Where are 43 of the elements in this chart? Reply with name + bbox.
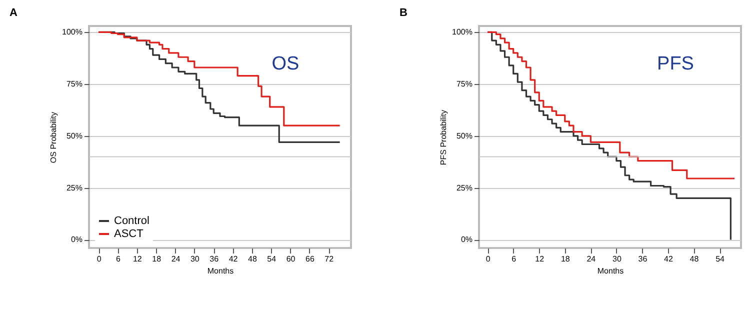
y-axis-title: OS Probability (49, 112, 58, 164)
y-tick-label: 75% (456, 80, 472, 89)
y-tick-label: 50% (66, 131, 82, 140)
y-tick-label: 25% (456, 183, 472, 192)
y-tick-label: 25% (66, 183, 82, 192)
x-tick-label: 6 (512, 254, 517, 264)
x-tick-label: 42 (664, 254, 674, 264)
annotation: OS (272, 54, 300, 75)
chart-title: B (400, 7, 408, 19)
x-tick-label: 24 (171, 254, 181, 264)
y-axis-title: PFS Probability (439, 110, 448, 166)
x-tick-label: 48 (690, 254, 700, 264)
annotation: PFS (657, 54, 694, 75)
x-tick-label: 72 (324, 254, 334, 264)
x-tick-label: 48 (248, 254, 258, 264)
x-tick-label: 24 (586, 254, 596, 264)
x-tick-label: 18 (152, 254, 162, 264)
x-tick-label: 12 (535, 254, 545, 264)
x-axis-title: Months (597, 266, 624, 276)
x-tick-label: 54 (267, 254, 277, 264)
x-tick-label: 12 (132, 254, 142, 264)
y-tick-label: 100% (452, 28, 472, 37)
x-axis-title: Months (207, 266, 234, 276)
x-tick-label: 36 (638, 254, 648, 264)
y-tick-label: 50% (456, 131, 472, 140)
x-tick-label: 0 (96, 254, 102, 264)
x-tick-label: 30 (612, 254, 622, 264)
x-tick-label: 66 (306, 254, 315, 264)
x-tick-label: 30 (190, 254, 200, 264)
x-tick-label: 36 (210, 254, 220, 264)
x-tick-label: 60 (286, 254, 296, 264)
x-tick-label: 18 (560, 254, 570, 264)
y-tick-label: 100% (62, 28, 82, 37)
x-tick-label: 0 (486, 254, 491, 264)
x-tick-label: 6 (116, 254, 122, 264)
y-tick-label: 75% (66, 80, 82, 89)
legend-label: ASCT (114, 228, 144, 240)
x-tick-label: 54 (716, 254, 726, 264)
y-tick-label: 0% (70, 235, 82, 244)
y-tick-label: 0% (460, 235, 472, 244)
chart-title: A (10, 7, 18, 19)
x-tick-label: 42 (228, 254, 238, 264)
legend-label: Control (114, 215, 150, 227)
